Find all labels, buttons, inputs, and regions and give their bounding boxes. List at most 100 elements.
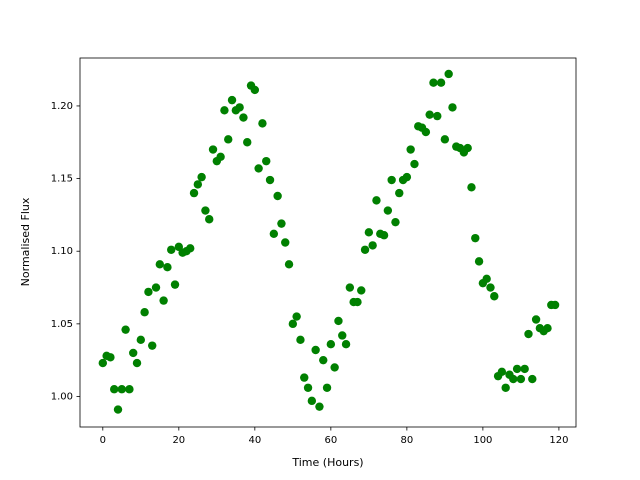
point [357, 286, 366, 295]
point [524, 329, 533, 339]
y-tick-label: 1.00 [51, 391, 73, 402]
point [117, 385, 127, 394]
point [368, 241, 377, 250]
point [319, 355, 328, 365]
point [543, 324, 552, 333]
point [421, 127, 431, 137]
point [113, 405, 123, 414]
point [341, 339, 351, 349]
point [444, 69, 453, 79]
y-axis-label: Normalised Flux [19, 197, 32, 286]
point [224, 135, 233, 144]
point [429, 78, 438, 87]
x-tick-label: 100 [473, 435, 492, 446]
point [159, 296, 168, 305]
point [144, 287, 153, 297]
point [148, 341, 157, 350]
point [433, 111, 442, 121]
point [265, 175, 275, 185]
point [322, 383, 332, 392]
point [550, 300, 560, 310]
point [330, 363, 339, 372]
point [520, 364, 529, 374]
point [406, 145, 415, 154]
point [364, 228, 374, 237]
point [448, 103, 457, 112]
point [307, 396, 317, 406]
point [235, 103, 244, 112]
point [383, 206, 393, 215]
point [326, 339, 336, 349]
x-tick-label: 60 [324, 435, 337, 446]
point [497, 367, 507, 376]
x-tick-label: 20 [172, 435, 185, 446]
point [482, 274, 491, 284]
point [269, 229, 279, 238]
point [296, 335, 305, 345]
point [300, 373, 309, 382]
point [360, 245, 370, 254]
point [425, 110, 434, 119]
x-axis-label: Time (Hours) [291, 456, 363, 469]
point [531, 315, 541, 324]
point [227, 95, 237, 105]
point [155, 260, 165, 269]
point [254, 164, 263, 173]
point [170, 280, 180, 289]
x-tick-label: 0 [100, 435, 106, 446]
point [391, 217, 400, 227]
point [509, 374, 518, 384]
point [193, 180, 203, 189]
point [125, 385, 134, 394]
point [467, 183, 476, 192]
point [216, 152, 225, 161]
point [387, 175, 396, 185]
point [273, 191, 282, 201]
point [98, 358, 108, 368]
point [345, 283, 355, 292]
point [463, 143, 472, 153]
point [334, 316, 343, 326]
x-tick-label: 40 [248, 435, 261, 446]
point [315, 402, 324, 411]
point [197, 172, 206, 182]
point [379, 231, 389, 240]
point [277, 219, 286, 228]
point [151, 283, 161, 292]
point [132, 358, 142, 368]
point [395, 188, 404, 198]
point [110, 385, 119, 394]
point [129, 348, 138, 358]
point [292, 312, 301, 321]
point [250, 85, 260, 95]
point [220, 106, 229, 115]
point [243, 138, 252, 147]
point [440, 135, 450, 144]
point [516, 374, 526, 384]
point [288, 319, 298, 329]
point [121, 325, 130, 334]
point [106, 353, 115, 362]
plot-frame [79, 57, 577, 428]
point [284, 260, 294, 269]
point [205, 215, 214, 224]
point [167, 245, 176, 254]
y-tick-label: 1.15 [51, 174, 73, 185]
y-tick-label: 1.10 [51, 246, 73, 257]
point [474, 257, 484, 266]
point [258, 119, 267, 128]
point [208, 145, 218, 154]
y-tick-label: 1.05 [51, 319, 73, 330]
point [528, 374, 537, 384]
point [281, 238, 290, 247]
x-tick-label: 120 [549, 435, 568, 446]
point [311, 345, 320, 355]
point [353, 297, 362, 307]
point [303, 383, 313, 392]
point [201, 206, 210, 215]
x-tick-label: 80 [400, 435, 413, 446]
point [338, 331, 347, 340]
point [410, 159, 419, 169]
point [186, 244, 195, 253]
